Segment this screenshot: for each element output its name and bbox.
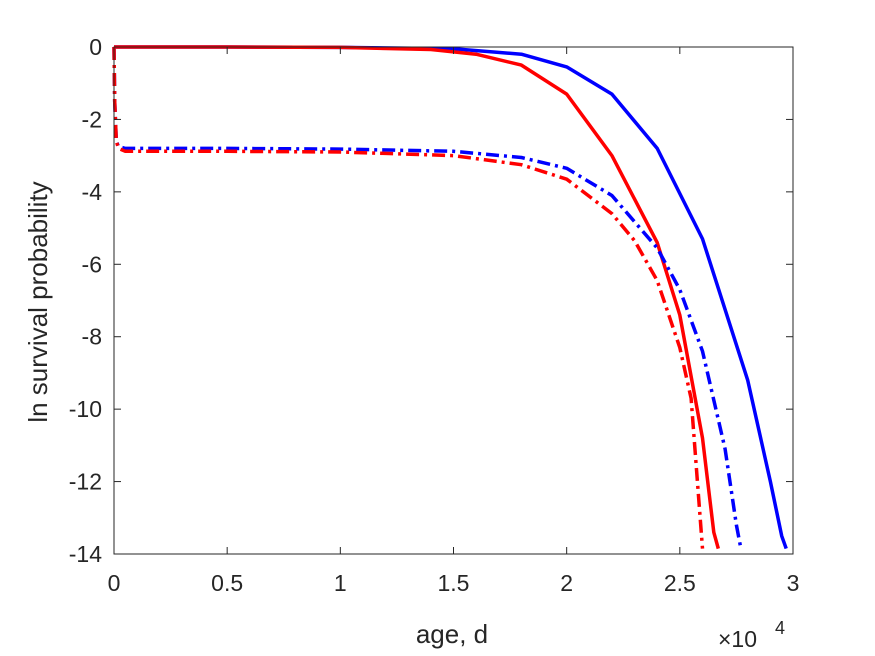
x-tick-label: 1 bbox=[334, 570, 347, 596]
y-tick-label: -8 bbox=[82, 324, 102, 350]
series-line-4 bbox=[112, 46, 705, 549]
plot-background bbox=[114, 47, 793, 554]
y-tick-label: 0 bbox=[89, 34, 102, 60]
y-tick-label: -4 bbox=[82, 179, 103, 205]
x-axis-label: age, d bbox=[416, 619, 488, 649]
x-tick-label: 3 bbox=[787, 570, 800, 596]
x-exponent-power: 4 bbox=[775, 618, 785, 638]
x-exponent-label: ×10 4 bbox=[718, 618, 785, 652]
y-tick-label: -10 bbox=[69, 396, 102, 422]
x-exponent-base: ×10 bbox=[718, 626, 757, 652]
y-tick-label: -12 bbox=[69, 469, 102, 495]
x-tick-label: 0.5 bbox=[211, 570, 243, 596]
x-tick-label: 2.5 bbox=[664, 570, 696, 596]
y-axis-label: ln survival probability bbox=[23, 181, 53, 422]
x-tick-label: 0 bbox=[108, 570, 121, 596]
y-tick-label: -6 bbox=[82, 251, 102, 277]
ticks-layer: 0 0.5 1 1.5 2 2.5 3 0 -2 -4 -6 -8 -10 -12 -14 bbox=[69, 34, 800, 596]
y-tick-label: -14 bbox=[69, 541, 102, 567]
x-tick-label: 2 bbox=[560, 570, 573, 596]
y-tick-label: -2 bbox=[82, 106, 102, 132]
x-tick-label: 1.5 bbox=[438, 570, 470, 596]
plot-area bbox=[114, 47, 793, 554]
